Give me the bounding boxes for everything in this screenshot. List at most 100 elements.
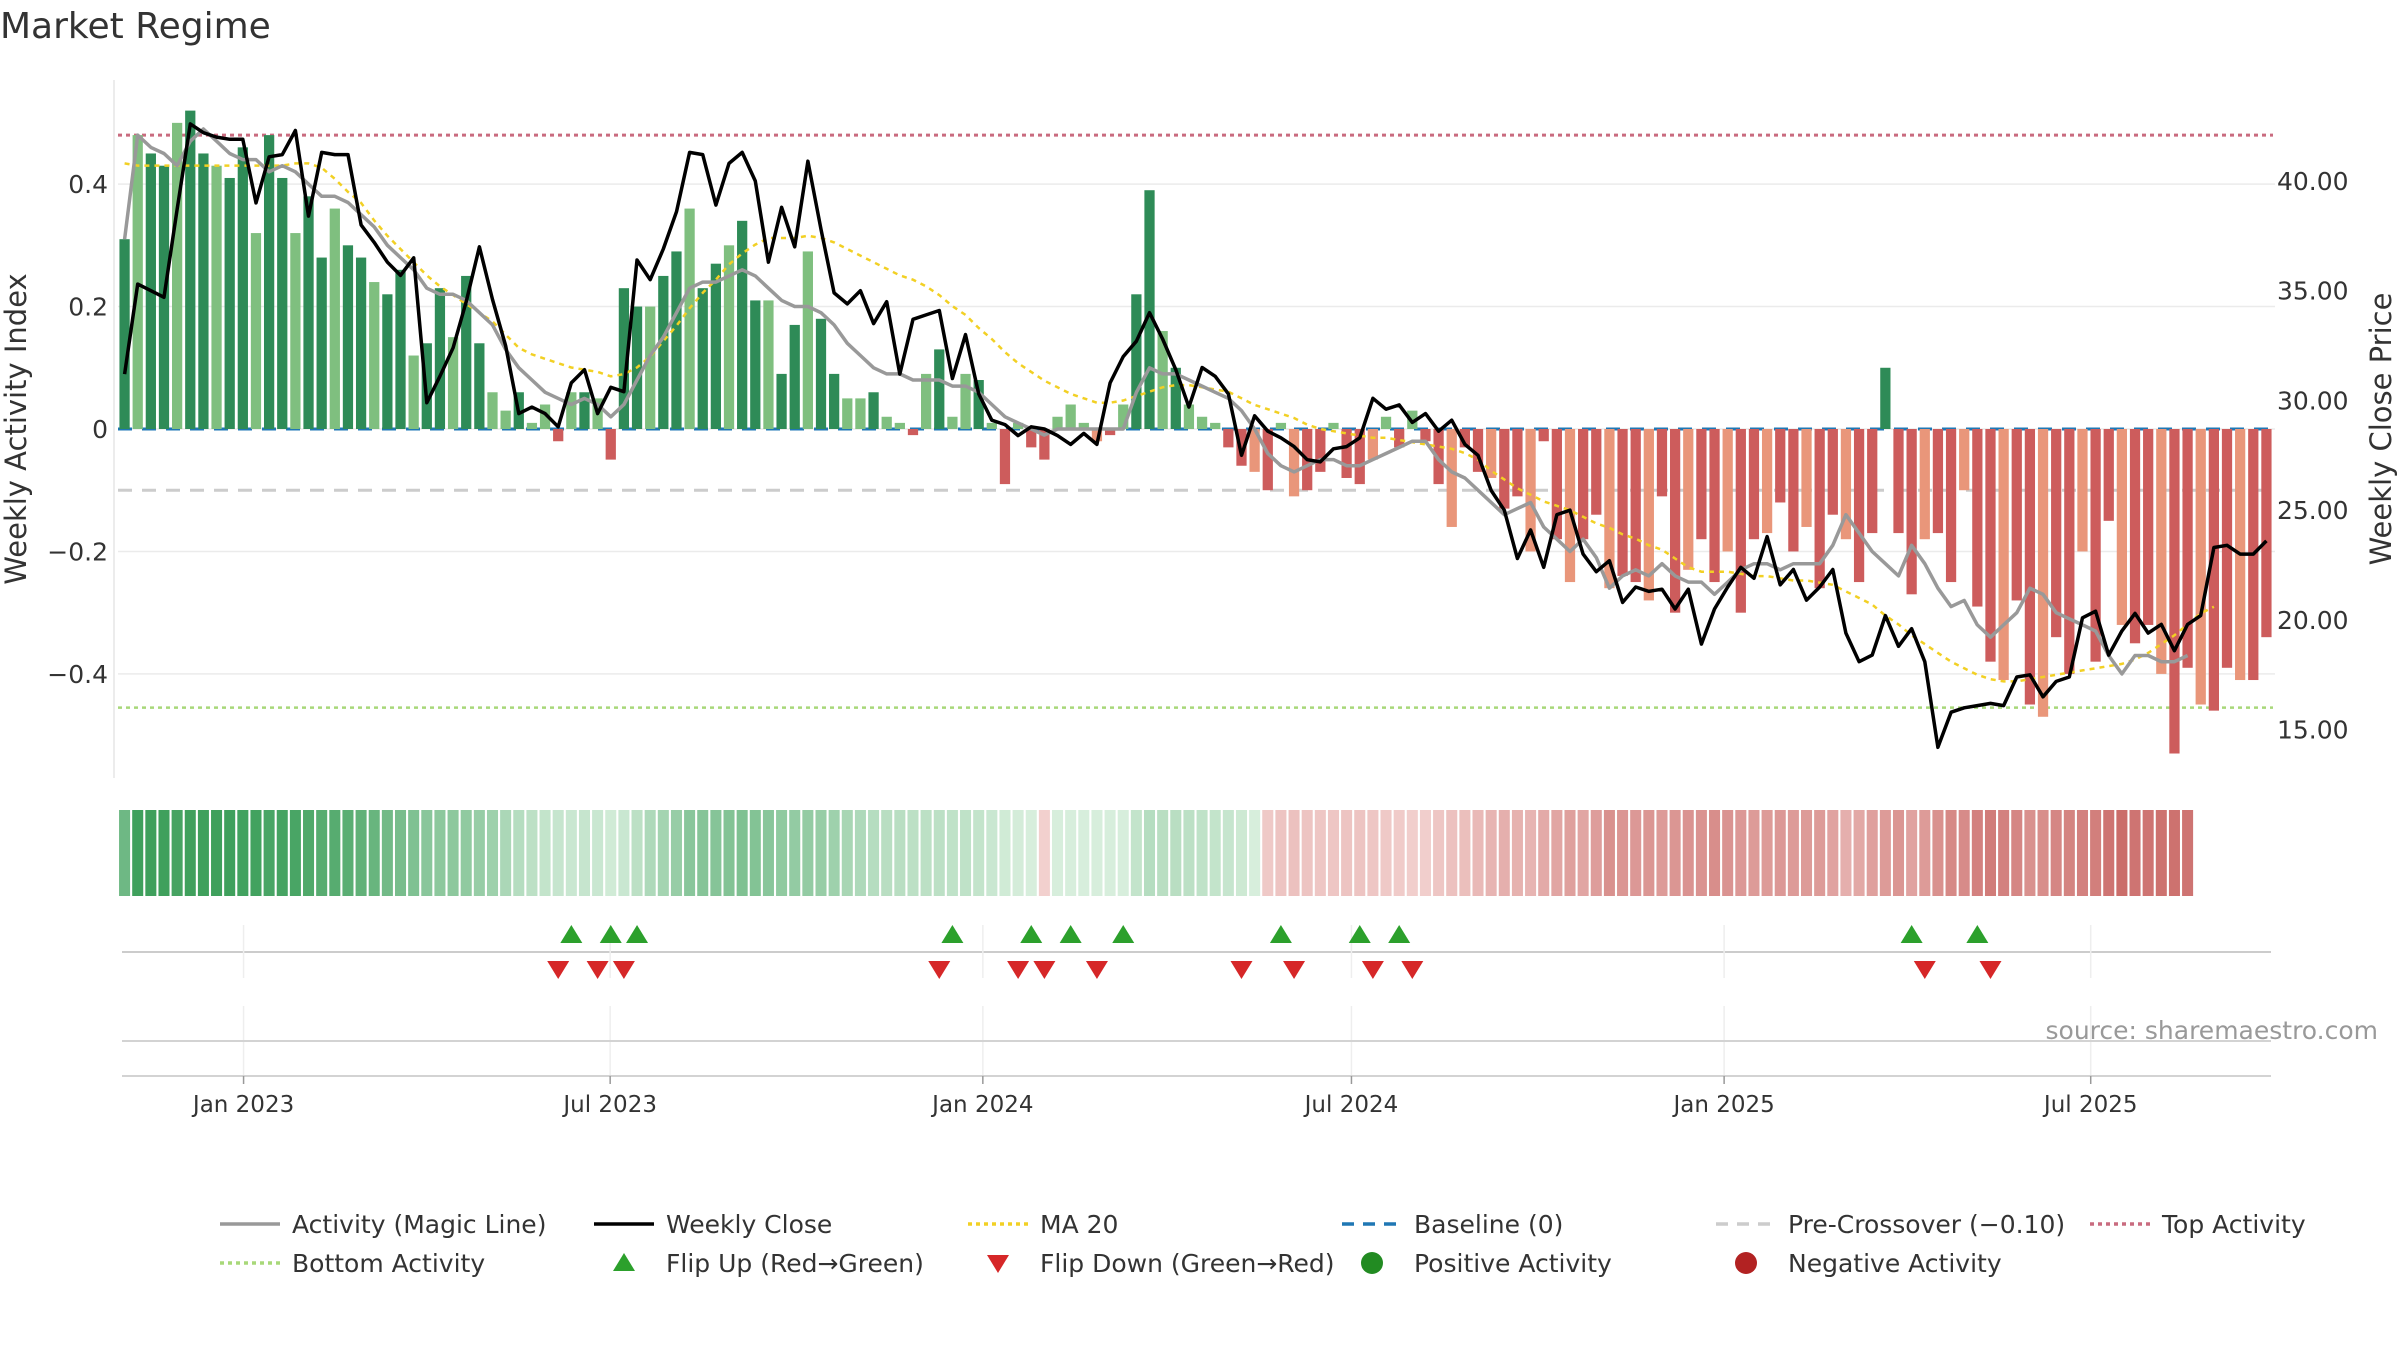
activity-bar <box>2221 429 2233 668</box>
legend-label: Flip Up (Red→Green) <box>666 1249 924 1278</box>
flip-down-marker <box>1007 961 1030 979</box>
regime-cell <box>736 810 748 896</box>
regime-cell <box>2116 810 2128 896</box>
activity-bar <box>1538 429 1549 442</box>
regime-cell <box>1406 810 1418 896</box>
flip-down-marker <box>1401 961 1424 979</box>
regime-cell <box>342 810 354 896</box>
activity-bar <box>921 373 932 429</box>
activity-bar <box>1906 429 1917 595</box>
legend-item: Flip Up (Red→Green) <box>613 1249 924 1278</box>
activity-bar <box>329 208 340 429</box>
right-axis-label: Weekly Close Price <box>2364 293 2398 566</box>
regime-cell <box>999 810 1011 896</box>
activity-bar <box>1104 429 1116 436</box>
activity-bar <box>2011 429 2022 601</box>
activity-bar <box>290 233 301 429</box>
regime-cell <box>2037 810 2049 896</box>
activity-bar <box>1696 429 1707 540</box>
activity-bar <box>224 177 235 429</box>
activity-bar <box>579 392 590 429</box>
legend-item: Flip Down (Green→Red) <box>987 1249 1335 1278</box>
regime-cell <box>1695 810 1707 896</box>
regime-cell <box>197 810 209 896</box>
activity-bar <box>1893 429 1904 534</box>
flip-down-marker <box>928 961 951 979</box>
regime-cell <box>1853 810 1865 896</box>
activity-bar <box>119 239 130 429</box>
right-tick-label: 25.00 <box>2277 496 2349 525</box>
right-tick-label: 40.00 <box>2277 167 2349 196</box>
regime-cell <box>605 810 617 896</box>
legend-item: Negative Activity <box>1735 1249 2002 1278</box>
activity-bar <box>1131 294 1142 429</box>
activity-bar <box>316 257 327 429</box>
regime-cell <box>1998 810 2010 896</box>
activity-bar <box>1091 429 1103 442</box>
flip-up-marker <box>1112 925 1135 943</box>
activity-bar <box>618 288 630 429</box>
regime-cell <box>1787 810 1799 896</box>
regime-cell <box>565 810 577 896</box>
activity-bar <box>198 153 209 429</box>
activity-bar <box>645 306 656 429</box>
activity-bar <box>1341 429 1352 478</box>
activity-bar <box>1643 429 1654 601</box>
legend-label: MA 20 <box>1040 1210 1118 1239</box>
activity-bar <box>250 233 262 429</box>
reference-lines-layer <box>118 133 2273 709</box>
legend-label: Top Activity <box>2161 1210 2306 1239</box>
regime-cell <box>946 810 958 896</box>
regime-cell <box>1472 810 1484 896</box>
legend-label: Baseline (0) <box>1414 1210 1563 1239</box>
activity-bar <box>1775 429 1786 503</box>
regime-cell <box>1932 810 1944 896</box>
regime-cell <box>1656 810 1668 896</box>
regime-cell <box>1840 810 1852 896</box>
regime-cell <box>1012 810 1024 896</box>
legend-item: Positive Activity <box>1361 1249 1612 1278</box>
regime-cell <box>881 810 893 896</box>
regime-cell <box>1485 810 1497 896</box>
left-axis-label: Weekly Activity Index <box>0 273 33 584</box>
activity-bar <box>2051 429 2062 638</box>
regime-cell <box>1301 810 1313 896</box>
regime-cell <box>2050 810 2062 896</box>
activity-bar <box>855 398 866 429</box>
activity-bar <box>2064 429 2075 674</box>
activity-bar <box>395 269 406 429</box>
regime-cell <box>684 810 696 896</box>
activity-bar <box>355 257 367 429</box>
x-tick-label: Jul 2024 <box>1303 1092 1399 1118</box>
regime-cell <box>1052 810 1064 896</box>
flip-up-marker <box>1269 925 1292 943</box>
left-tick-label: −0.4 <box>47 660 108 689</box>
regime-cell <box>1551 810 1563 896</box>
regime-cell <box>1682 810 1694 896</box>
legend-label: Weekly Close <box>666 1210 832 1239</box>
activity-bar <box>369 282 380 429</box>
regime-cell <box>250 810 262 896</box>
flip-down-marker <box>1913 961 1936 979</box>
regime-cell <box>592 810 604 896</box>
activity-bar <box>2090 429 2101 662</box>
regime-cell <box>184 810 196 896</box>
activity-bar <box>2024 429 2036 705</box>
source-label: source: sharemaestro.com <box>2046 1016 2379 1045</box>
activity-bar <box>1499 429 1510 509</box>
activity-bar <box>1249 429 1260 472</box>
activity-bar <box>1052 416 1063 429</box>
regime-cell <box>1945 810 1957 896</box>
regime-cell <box>316 810 328 896</box>
regime-cell <box>723 810 735 896</box>
regime-cell <box>2090 810 2102 896</box>
x-tick-label: Jan 2025 <box>1671 1092 1774 1118</box>
activity-bar <box>605 429 616 460</box>
flip-markers-layer <box>122 925 2271 979</box>
activity-bar <box>1722 429 1733 552</box>
left-tick-label: 0.2 <box>68 293 108 322</box>
regime-cell <box>1459 810 1471 896</box>
legend-swatch-dot <box>1735 1252 1757 1274</box>
activity-bar <box>986 422 997 429</box>
activity-bar <box>303 196 314 429</box>
